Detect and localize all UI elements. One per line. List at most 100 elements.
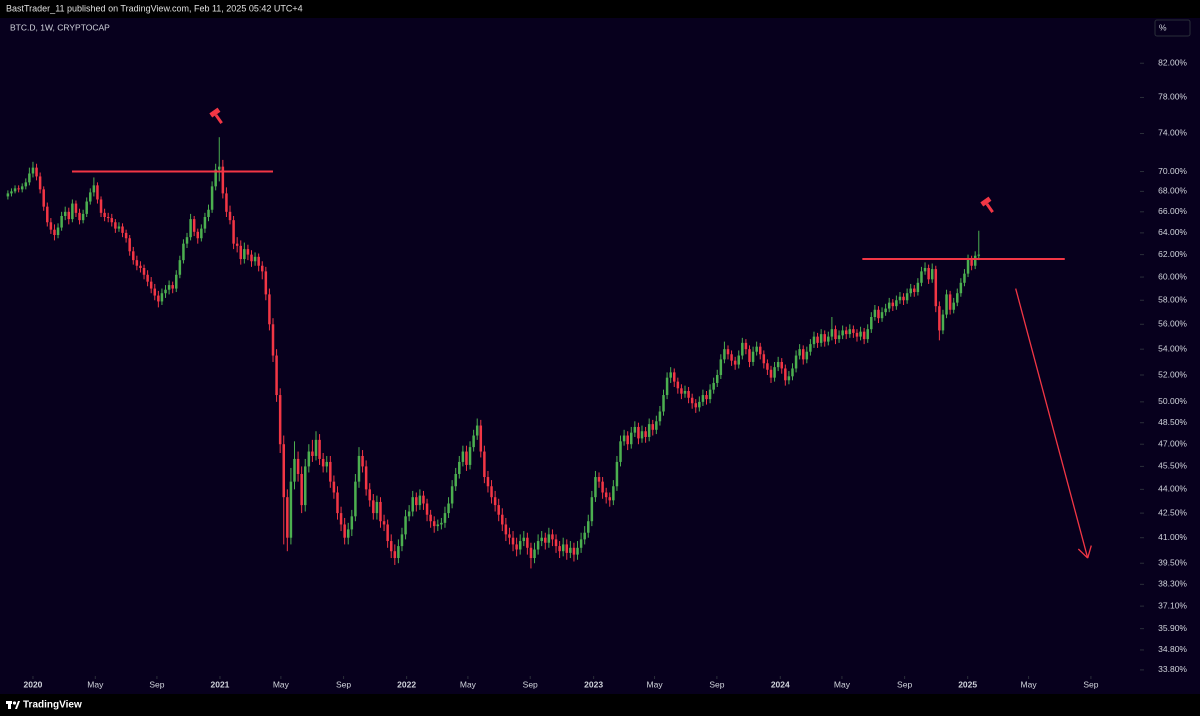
candle-body: [751, 351, 755, 362]
candle-body: [712, 382, 715, 390]
candle-body: [203, 217, 207, 229]
candle-body: [447, 503, 450, 514]
candle-body: [787, 376, 791, 381]
candle-body: [189, 219, 192, 238]
candle-body: [769, 369, 773, 378]
candle-body: [24, 182, 28, 187]
y-tick-label: 42.50%: [1158, 507, 1187, 517]
x-tick-label: 2023: [584, 679, 603, 689]
candle-body: [167, 285, 171, 290]
candle-body: [762, 354, 766, 364]
candle-body: [42, 189, 45, 207]
candle-body: [325, 461, 328, 467]
candle-body: [468, 447, 472, 465]
candle-body: [827, 336, 830, 342]
candle-body: [801, 349, 805, 360]
candle-body: [673, 372, 676, 382]
candle-body: [844, 330, 848, 335]
candle-body: [415, 497, 418, 506]
candle-body: [809, 344, 812, 352]
candle-body: [633, 426, 637, 433]
candle-body: [35, 167, 38, 177]
candle-body: [905, 293, 909, 301]
x-tick-label: 2020: [23, 679, 42, 689]
candle-body: [114, 222, 117, 229]
candle-body: [913, 288, 916, 293]
candle-body: [952, 302, 955, 310]
candle-body: [794, 355, 798, 369]
candle-body: [332, 481, 336, 493]
candle-body: [343, 524, 346, 538]
candle-body: [776, 361, 780, 368]
candle-body: [268, 294, 271, 325]
candle-body: [719, 359, 723, 376]
candle-body: [450, 486, 454, 504]
candle-body: [246, 249, 250, 255]
candle-body: [594, 477, 597, 498]
candle-body: [74, 203, 78, 213]
candle-body: [651, 424, 655, 430]
candle-body: [690, 397, 694, 404]
candle-body: [848, 329, 852, 335]
y-tick-label: 52.00%: [1158, 369, 1187, 379]
x-tick-label: 2021: [211, 679, 230, 689]
candle-body: [20, 186, 24, 190]
candle-body: [329, 461, 332, 482]
candle-body: [336, 492, 339, 514]
candle-body: [755, 346, 758, 352]
candle-body: [493, 497, 497, 506]
candle-body: [694, 403, 698, 408]
candle-body: [647, 424, 651, 437]
candle-body: [723, 349, 726, 360]
candle-body: [551, 534, 554, 540]
candle-body: [357, 455, 361, 482]
candle-body: [655, 421, 658, 430]
candle-body: [196, 231, 200, 239]
candle-body: [748, 349, 751, 362]
scale-button[interactable]: [1154, 19, 1191, 37]
candle-body: [257, 256, 260, 266]
y-tick-label: 68.00%: [1158, 186, 1187, 196]
candle-body: [275, 355, 278, 396]
candle-body: [859, 331, 862, 337]
candle-body: [60, 215, 63, 228]
candle-body: [142, 267, 146, 275]
candle-body: [608, 497, 612, 501]
candle-body: [78, 212, 81, 221]
candle-body: [465, 451, 468, 465]
candle-body: [604, 492, 608, 498]
x-tick-label: May: [647, 679, 664, 689]
candle-body: [46, 206, 49, 223]
candle-body: [823, 334, 826, 342]
candle-body: [927, 267, 930, 280]
candle-body: [805, 351, 809, 360]
candle-body: [526, 537, 529, 548]
candle-body: [916, 282, 920, 293]
y-tick-label: 74.00%: [1158, 128, 1187, 138]
candle-body: [135, 260, 139, 266]
x-tick-label: May: [460, 679, 477, 689]
candle-body: [96, 185, 99, 200]
y-tick-label: 37.10%: [1158, 600, 1187, 610]
candle-body: [407, 511, 411, 517]
candle-body: [518, 541, 522, 550]
scale-button-label[interactable]: %: [1159, 22, 1167, 32]
candle-body: [579, 539, 583, 548]
plot-area: [0, 18, 1140, 676]
candle-body: [565, 544, 569, 553]
candle-body: [973, 255, 977, 266]
candle-body: [389, 541, 393, 552]
candle-body: [89, 192, 92, 202]
candle-body: [121, 226, 124, 233]
candle-body: [758, 346, 762, 355]
candle-body: [6, 193, 10, 197]
candle-body: [149, 281, 153, 289]
candle-body: [289, 481, 293, 538]
candle-body: [626, 435, 629, 445]
candle-body: [669, 372, 672, 378]
candle-body: [375, 501, 379, 514]
candle-body: [701, 395, 705, 402]
candle-body: [404, 516, 407, 535]
candle-body: [425, 503, 429, 515]
